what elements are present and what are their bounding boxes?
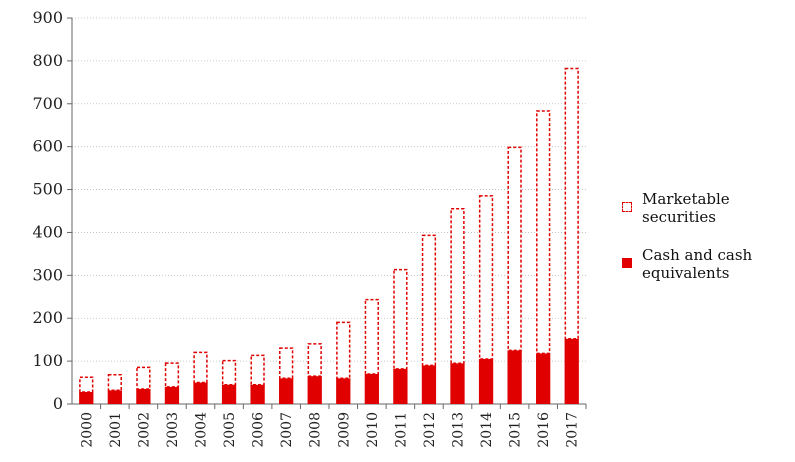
- y-tick-label: 0: [53, 394, 63, 413]
- bar-cash-2004: [193, 382, 208, 404]
- x-tick-label: 2000: [79, 412, 95, 448]
- x-tick-label: 2010: [365, 412, 381, 448]
- bar-marketable-2005: [221, 359, 237, 386]
- x-tick-label: 2005: [222, 412, 238, 448]
- solid-swatch-icon: [622, 258, 632, 268]
- y-tick-label: 400: [32, 222, 63, 241]
- x-tick-label: 2011: [393, 412, 409, 448]
- legend-label-marketable: Marketable securities: [642, 190, 730, 226]
- x-tick-label: 2003: [165, 412, 181, 448]
- bar-marketable-2013: [450, 207, 465, 365]
- bar-marketable-2015: [507, 146, 522, 352]
- bar-marketable-2002: [136, 366, 151, 390]
- bar-marketable-2004: [193, 351, 208, 384]
- bar-marketable-2008: [307, 343, 322, 377]
- bar-marketable-2011: [393, 268, 408, 370]
- x-tick-label: 2017: [565, 412, 581, 448]
- bar-cash-2013: [450, 363, 465, 404]
- bar-marketable-2007: [279, 347, 294, 380]
- x-tick-label: 2016: [536, 412, 552, 448]
- bar-marketable-2016: [536, 110, 551, 355]
- bar-cash-2003: [164, 386, 180, 404]
- x-tick-label: 2001: [108, 412, 124, 448]
- bar-cash-2007: [279, 378, 294, 404]
- bar-marketable-2010: [364, 298, 379, 375]
- bars: [79, 67, 579, 404]
- legend-label-cash: Cash and cash equivalents: [642, 246, 753, 282]
- bar-cash-2002: [136, 388, 151, 404]
- bar-marketable-2009: [336, 321, 351, 380]
- legend-item-cash: Cash and cash equivalents: [622, 246, 792, 282]
- y-tick-label: 500: [32, 180, 63, 199]
- bar-cash-2008: [307, 376, 322, 404]
- x-tick-labels: 2000 2001 2002 2003 2004 2005 2006 2007 2008 2009…: [79, 412, 580, 448]
- bar-cash-2000: [79, 391, 94, 404]
- x-tick-label: 2006: [251, 412, 267, 448]
- dashed-swatch-icon: [622, 202, 632, 212]
- y-tick-label: 700: [32, 94, 63, 113]
- bar-marketable-2000: [79, 376, 94, 393]
- bar-marketable-2017: [564, 67, 579, 340]
- axes: [67, 17, 587, 409]
- bar-cash-2015: [507, 350, 522, 404]
- bar-marketable-2003: [164, 362, 180, 388]
- legend: Marketable securities Cash and cash equi…: [622, 190, 792, 302]
- bar-marketable-2012: [421, 234, 437, 367]
- y-tick-label: 800: [32, 51, 63, 70]
- bar-marketable-2001: [107, 373, 122, 392]
- bar-cash-2017: [564, 338, 579, 404]
- x-tick-label: 2004: [194, 412, 210, 448]
- bar-cash-2005: [221, 384, 237, 404]
- y-tick-label: 900: [32, 8, 63, 27]
- bar-cash-2010: [364, 373, 379, 404]
- bar-cash-2011: [393, 368, 408, 404]
- y-tick-labels: 0 100 200 300 400 500 600 700 800 900: [32, 8, 63, 413]
- bar-cash-2014: [478, 358, 494, 404]
- x-tick-label: 2009: [336, 412, 352, 448]
- y-tick-label: 100: [32, 351, 63, 370]
- x-tick-label: 2008: [308, 412, 324, 448]
- x-tick-label: 2002: [136, 412, 152, 448]
- bar-cash-2009: [336, 378, 351, 404]
- bar-marketable-2014: [478, 195, 494, 360]
- x-tick-label: 2013: [451, 412, 467, 448]
- legend-item-marketable: Marketable securities: [622, 190, 792, 226]
- x-tick-label: 2012: [422, 412, 438, 448]
- bar-cash-2006: [250, 384, 265, 404]
- bar-cash-2016: [536, 353, 551, 404]
- bar-marketable-2006: [250, 354, 265, 386]
- bar-cash-2012: [421, 365, 437, 404]
- y-tick-label: 200: [32, 308, 63, 327]
- x-tick-label: 2015: [508, 412, 524, 448]
- bar-cash-2001: [107, 390, 122, 404]
- x-tick-label: 2007: [279, 412, 295, 448]
- x-tick-label: 2014: [479, 412, 495, 448]
- y-tick-label: 600: [32, 137, 63, 156]
- y-tick-label: 300: [32, 265, 63, 284]
